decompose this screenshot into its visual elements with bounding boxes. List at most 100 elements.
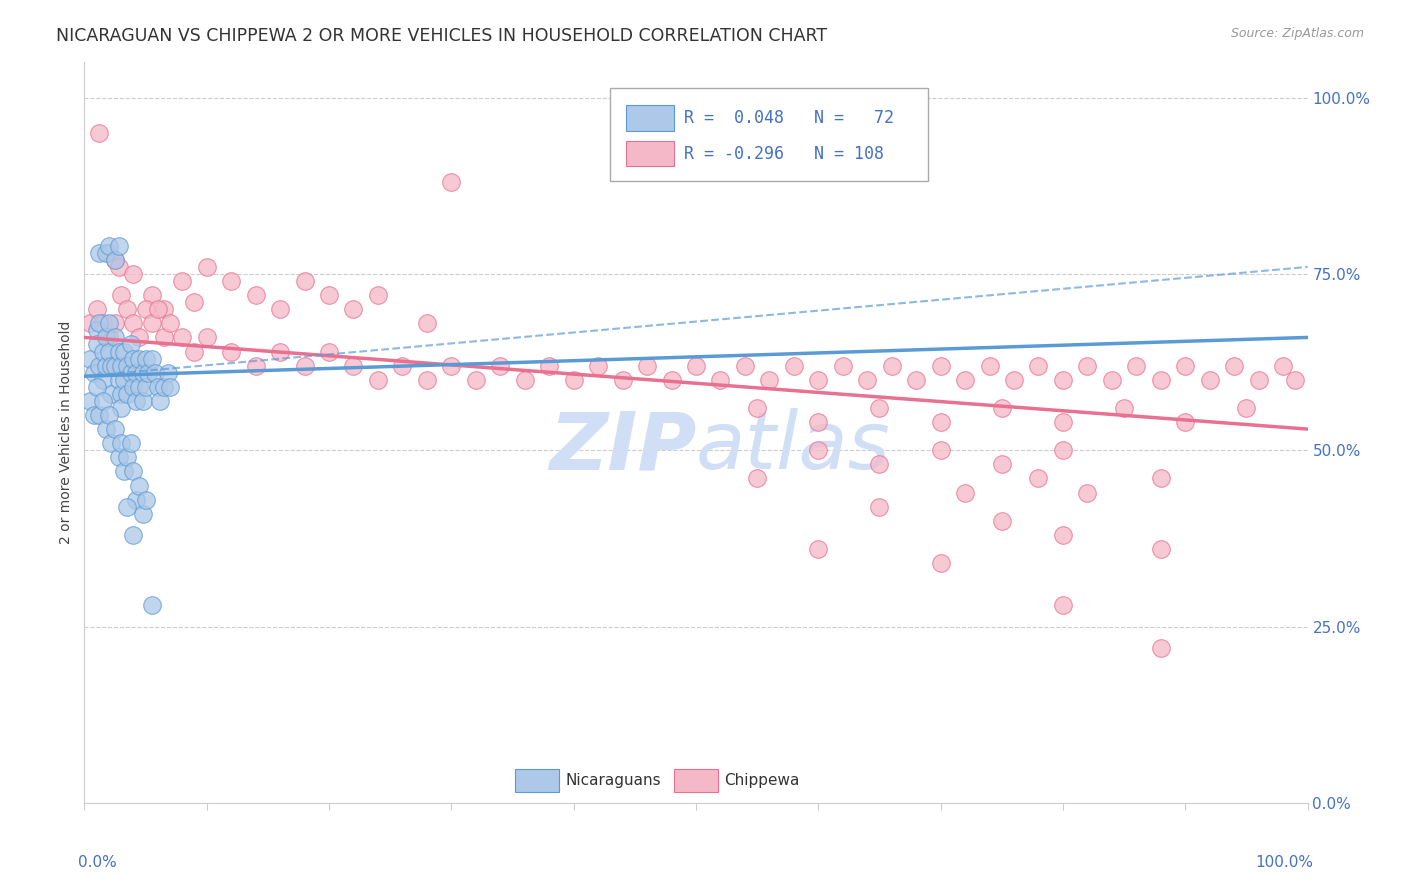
Point [115, 302, 138, 317]
Point [115, 450, 138, 465]
Point [83, 408, 105, 422]
Point [104, 316, 127, 330]
Point [79, 393, 101, 408]
Point [146, 302, 169, 317]
Point [183, 344, 205, 359]
Point [120, 337, 142, 351]
Point [269, 344, 291, 359]
Point [1101, 373, 1123, 387]
Point [143, 366, 166, 380]
Point [245, 288, 267, 302]
Point [122, 316, 145, 330]
Point [869, 458, 891, 472]
Point [120, 436, 142, 450]
Point [1052, 599, 1074, 613]
Point [747, 401, 769, 415]
Point [135, 302, 157, 317]
Point [97, 245, 120, 260]
Point [141, 599, 163, 613]
Point [125, 393, 148, 408]
Point [91, 373, 114, 387]
Point [1028, 359, 1050, 373]
Point [1076, 359, 1098, 373]
Point [1236, 401, 1258, 415]
Point [136, 366, 159, 380]
Point [856, 373, 879, 387]
Point [1174, 415, 1197, 429]
Point [489, 359, 512, 373]
Point [318, 288, 340, 302]
Text: R = -0.296   N = 108: R = -0.296 N = 108 [683, 145, 884, 162]
FancyBboxPatch shape [673, 769, 718, 792]
Point [115, 500, 138, 514]
Point [1052, 415, 1074, 429]
Point [110, 387, 132, 401]
Point [86, 323, 108, 337]
Point [1125, 359, 1147, 373]
Point [122, 267, 145, 281]
Point [1223, 359, 1246, 373]
Point [685, 359, 707, 373]
Point [807, 541, 830, 556]
Point [128, 380, 150, 394]
Point [125, 366, 148, 380]
Text: atlas: atlas [696, 409, 891, 486]
Point [294, 274, 316, 288]
Point [91, 316, 114, 330]
Point [1150, 541, 1173, 556]
Point [86, 337, 108, 351]
Y-axis label: 2 or more Vehicles in Household: 2 or more Vehicles in Household [59, 321, 73, 544]
Point [440, 359, 463, 373]
Point [122, 528, 145, 542]
Text: R =  0.048   N =   72: R = 0.048 N = 72 [683, 109, 894, 127]
FancyBboxPatch shape [626, 141, 673, 166]
Point [91, 344, 114, 359]
Point [661, 373, 683, 387]
Point [929, 443, 952, 458]
Point [153, 302, 176, 317]
Point [135, 380, 157, 394]
Point [86, 380, 108, 394]
Point [905, 373, 928, 387]
Point [97, 239, 120, 253]
Point [195, 330, 218, 344]
Point [110, 359, 132, 373]
Point [440, 175, 463, 189]
Point [807, 415, 830, 429]
Point [141, 316, 163, 330]
Point [1174, 359, 1197, 373]
Point [513, 373, 536, 387]
Point [391, 359, 413, 373]
Point [141, 288, 163, 302]
Text: Source: ZipAtlas.com: Source: ZipAtlas.com [1230, 27, 1364, 40]
Point [104, 330, 127, 344]
Point [245, 359, 267, 373]
Point [869, 500, 891, 514]
Point [1052, 528, 1074, 542]
Point [929, 415, 952, 429]
Point [538, 359, 561, 373]
Point [112, 464, 135, 478]
Point [97, 408, 120, 422]
Text: 0.0%: 0.0% [79, 855, 117, 870]
Point [586, 359, 609, 373]
FancyBboxPatch shape [610, 88, 928, 181]
Point [146, 380, 169, 394]
Point [104, 422, 127, 436]
Text: Chippewa: Chippewa [724, 773, 800, 789]
Point [87, 359, 110, 373]
Point [100, 387, 122, 401]
Point [159, 316, 181, 330]
Point [100, 436, 122, 450]
Point [1284, 373, 1306, 387]
Point [416, 316, 439, 330]
Point [953, 373, 976, 387]
Point [122, 380, 145, 394]
Point [1052, 443, 1074, 458]
Point [104, 252, 127, 267]
Point [269, 302, 291, 317]
Point [991, 401, 1014, 415]
Point [464, 373, 486, 387]
Point [294, 359, 316, 373]
Point [107, 450, 129, 465]
